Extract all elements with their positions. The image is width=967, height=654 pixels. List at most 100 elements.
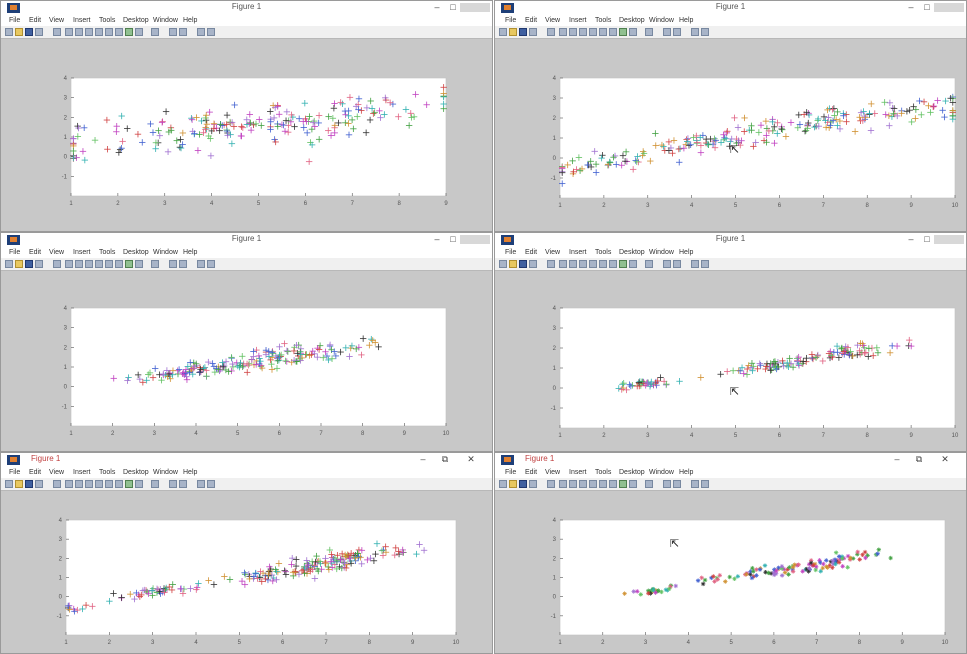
new-figure-icon[interactable] [5,28,13,36]
axes-background[interactable] [559,77,956,199]
maximize-button[interactable]: □ [450,2,456,12]
open-file-icon[interactable] [15,260,23,268]
menu-file[interactable]: File [9,17,21,24]
menu-desktop[interactable]: Desktop [619,249,645,256]
axes-background[interactable] [70,77,447,197]
link-icon[interactable] [619,28,627,36]
zoom-in-icon[interactable] [559,28,567,36]
zoom-out-icon[interactable] [569,28,577,36]
legend-icon[interactable] [645,28,653,36]
menu-tools[interactable]: Tools [99,469,116,476]
menu-window[interactable]: Window [649,249,674,256]
colorbar-icon[interactable] [629,28,637,36]
menu-window[interactable]: Window [649,469,674,476]
menu-help[interactable]: Help [679,469,694,476]
open-file-icon[interactable] [509,480,517,488]
maximize-button[interactable]: □ [450,234,456,244]
show-plot-tools-icon[interactable] [673,480,681,488]
grid-icon[interactable] [701,260,709,268]
menu-edit[interactable]: Edit [29,17,42,24]
menu-desktop[interactable]: Desktop [123,17,149,24]
print-icon[interactable] [35,28,43,36]
pan-icon[interactable] [85,480,93,488]
menu-tools[interactable]: Tools [595,17,612,24]
link-icon[interactable] [125,480,133,488]
menu-insert[interactable]: Insert [569,17,587,24]
legend-icon[interactable] [151,480,159,488]
menu-tools[interactable]: Tools [99,17,116,24]
minimize-button[interactable]: – [434,234,440,244]
menu-help[interactable]: Help [183,469,198,476]
hide-plot-tools-icon[interactable] [663,480,671,488]
legend-icon[interactable] [645,480,653,488]
rotate-icon[interactable] [95,260,103,268]
save-icon[interactable] [519,28,527,36]
grid-icon[interactable] [701,480,709,488]
print-icon[interactable] [35,480,43,488]
hide-plot-tools-icon[interactable] [169,28,177,36]
data-cursor-icon[interactable] [599,28,607,36]
menu-view[interactable]: View [49,249,65,256]
rotate-icon[interactable] [95,28,103,36]
link-icon[interactable] [125,260,133,268]
axes-background[interactable] [70,307,447,427]
rotate-icon[interactable] [589,480,597,488]
menu-tools[interactable]: Tools [595,469,612,476]
brush-icon[interactable] [609,28,617,36]
show-plot-tools-icon[interactable] [673,28,681,36]
menu-view[interactable]: View [49,17,65,24]
close-button[interactable]: ✕ [467,454,475,464]
menu-edit[interactable]: Edit [29,469,42,476]
brush-icon[interactable] [115,28,123,36]
grid-icon[interactable] [701,28,709,36]
link-icon[interactable] [619,260,627,268]
menu-edit[interactable]: Edit [525,249,538,256]
menu-insert[interactable]: Insert [73,469,91,476]
menu-file[interactable]: File [9,249,21,256]
menu-help[interactable]: Help [183,17,198,24]
rotate-icon[interactable] [589,260,597,268]
menu-window[interactable]: Window [153,249,178,256]
menu-edit[interactable]: Edit [525,17,538,24]
menu-help[interactable]: Help [679,17,694,24]
maximize-button[interactable]: □ [924,2,930,12]
save-icon[interactable] [519,260,527,268]
menu-insert[interactable]: Insert [73,17,91,24]
edit-plot-icon[interactable] [53,260,61,268]
zoom-out-icon[interactable] [75,28,83,36]
pan-icon[interactable] [579,260,587,268]
save-icon[interactable] [25,480,33,488]
save-icon[interactable] [25,260,33,268]
data-cursor-icon[interactable] [105,480,113,488]
edit-plot-icon[interactable] [547,480,555,488]
edit-plot-icon[interactable] [547,28,555,36]
zoom-in-icon[interactable] [65,480,73,488]
print-icon[interactable] [35,260,43,268]
print-icon[interactable] [529,480,537,488]
menu-edit[interactable]: Edit [525,469,538,476]
legend-icon[interactable] [645,260,653,268]
new-figure-icon[interactable] [499,28,507,36]
data-cursor-icon[interactable] [105,28,113,36]
colorbar-icon[interactable] [135,480,143,488]
show-plot-tools-icon[interactable] [179,260,187,268]
colorbar-icon[interactable] [629,480,637,488]
zoom-in-icon[interactable] [559,480,567,488]
maximize-button[interactable]: ⧉ [441,454,449,464]
zoom-in-icon[interactable] [65,260,73,268]
dock-icon[interactable] [197,480,205,488]
menu-window[interactable]: Window [153,469,178,476]
minimize-button[interactable]: – [908,2,914,12]
menu-help[interactable]: Help [183,249,198,256]
menu-view[interactable]: View [545,469,561,476]
show-plot-tools-icon[interactable] [673,260,681,268]
dock-icon[interactable] [691,28,699,36]
menu-desktop[interactable]: Desktop [123,249,149,256]
menu-desktop[interactable]: Desktop [123,469,149,476]
maximize-button[interactable]: □ [924,234,930,244]
menu-window[interactable]: Window [649,17,674,24]
new-figure-icon[interactable] [5,480,13,488]
menu-edit[interactable]: Edit [29,249,42,256]
zoom-out-icon[interactable] [569,480,577,488]
menu-desktop[interactable]: Desktop [619,17,645,24]
